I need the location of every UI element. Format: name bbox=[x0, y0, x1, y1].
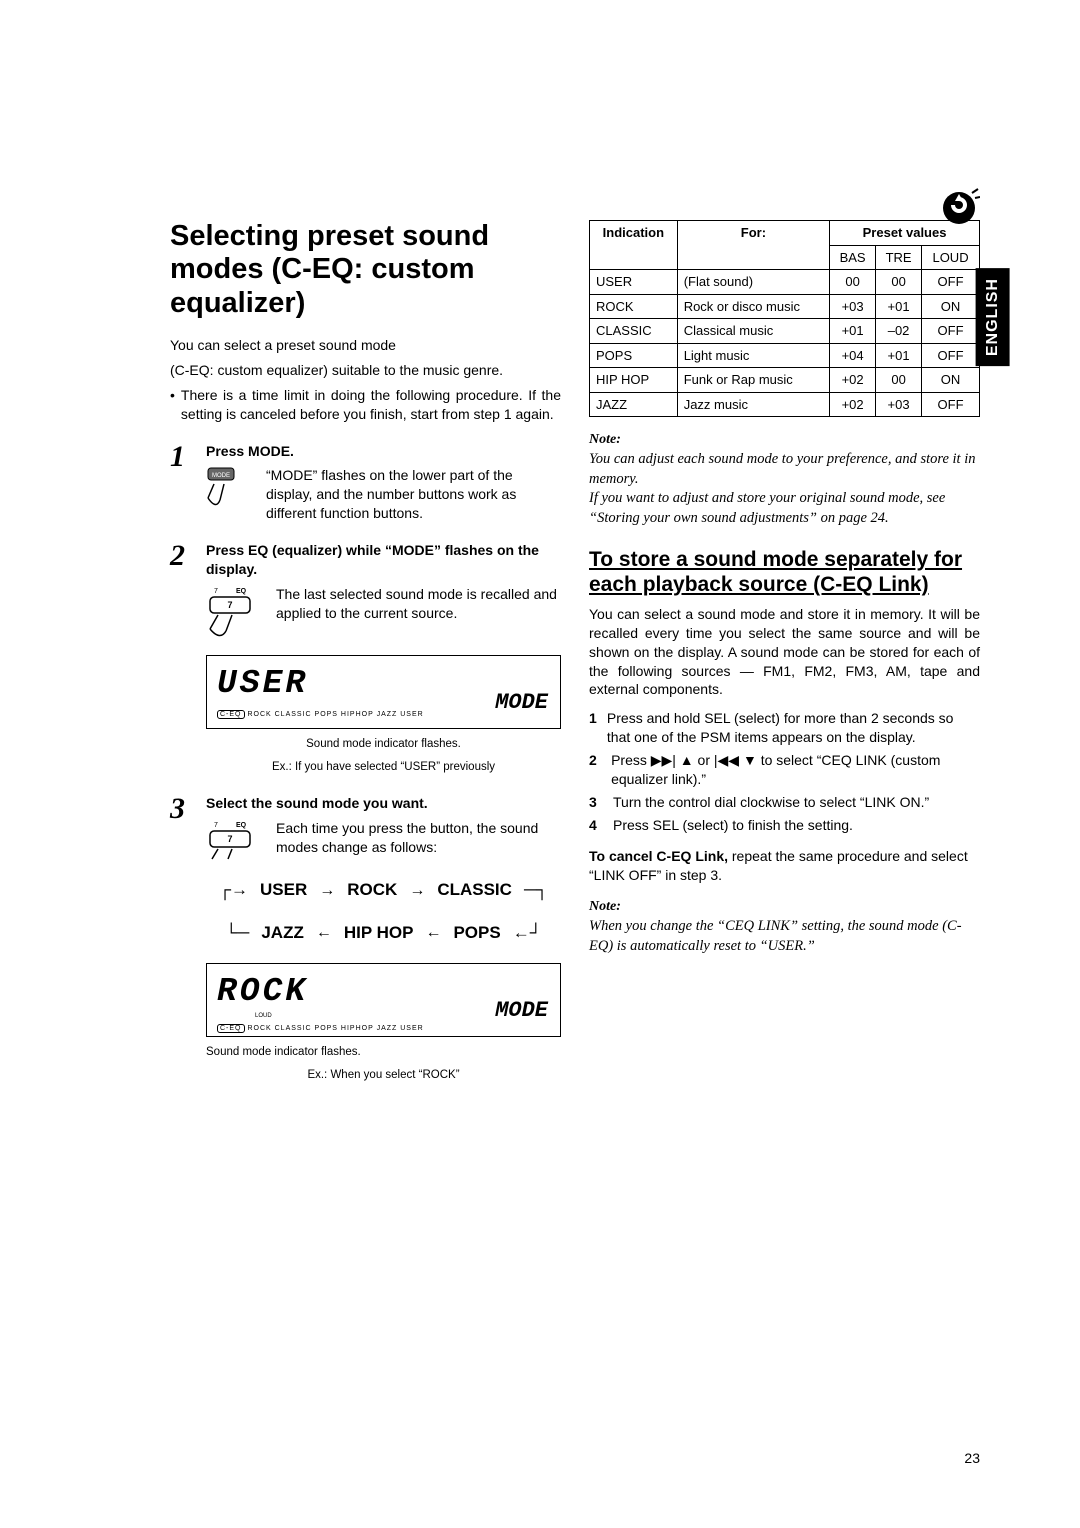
table-row: USER(Flat sound)0000OFF bbox=[590, 270, 980, 295]
step2-number: 2 bbox=[170, 541, 192, 776]
step3-body: Each time you press the button, the soun… bbox=[276, 819, 561, 857]
note1-line1: You can adjust each sound mode to your p… bbox=[589, 450, 980, 489]
ceq-link-steps: 1Press and hold SEL (select) for more th… bbox=[589, 709, 980, 834]
step2-body: The last selected sound mode is recalled… bbox=[276, 585, 561, 623]
table-row: JAZZJazz music+02+03OFF bbox=[590, 392, 980, 417]
eq-button-icon-2: 7 EQ 7 bbox=[206, 819, 262, 861]
mode-button-icon: MODE bbox=[206, 466, 252, 516]
step1-number: 1 bbox=[170, 442, 192, 524]
svg-text:7: 7 bbox=[214, 588, 218, 595]
step3-title: Select the sound mode you want. bbox=[206, 794, 561, 813]
svg-text:7: 7 bbox=[214, 822, 218, 829]
mode-flow-diagram: ┌→ USER→ ROCK→ CLASSIC─┐ └─ JAZZ← HIP HO… bbox=[206, 879, 561, 945]
svg-text:7: 7 bbox=[227, 600, 232, 610]
svg-text:7: 7 bbox=[227, 834, 232, 844]
note1-heading: Note: bbox=[589, 431, 980, 450]
ceq-link-heading: To store a sound mode separately for eac… bbox=[589, 547, 980, 597]
step3-number: 3 bbox=[170, 794, 192, 1084]
lcd-display-user: USER C-EQ ROCK CLASSIC POPS HIPHOP JAZZ … bbox=[206, 655, 561, 729]
step1-title: Press MODE. bbox=[206, 442, 561, 461]
lcd2-caption2: Ex.: When you select “ROCK” bbox=[206, 1068, 561, 1084]
language-tab: ENGLISH bbox=[976, 268, 1010, 366]
intro-line1: You can select a preset sound mode bbox=[170, 336, 561, 355]
lcd-display-rock: ROCK LOUD C-EQ ROCK CLASSIC POPS HIPHOP … bbox=[206, 963, 561, 1037]
cancel-ceq-link: To cancel C-EQ Link, repeat the same pro… bbox=[589, 847, 980, 885]
step1-body: “MODE” flashes on the lower part of the … bbox=[266, 466, 561, 523]
ceq-link-body: You can select a sound mode and store it… bbox=[589, 605, 980, 699]
sound-adjust-icon bbox=[938, 185, 980, 227]
table-row: POPSLight music+04+01OFF bbox=[590, 343, 980, 368]
lcd1-caption2: Ex.: If you have selected “USER” previou… bbox=[206, 760, 561, 776]
step2-title: Press EQ (equalizer) while “MODE” flashe… bbox=[206, 541, 561, 579]
main-title: Selecting preset sound modes (C-EQ: cust… bbox=[170, 220, 561, 320]
note1-line2: If you want to adjust and store your ori… bbox=[589, 489, 980, 528]
note2-heading: Note: bbox=[589, 898, 980, 917]
preset-values-table: Indication For: Preset values BAS TRE LO… bbox=[589, 220, 980, 417]
note2-body: When you change the “CEQ LINK” setting, … bbox=[589, 917, 980, 956]
lcd2-caption1: Sound mode indicator flashes. bbox=[206, 1045, 561, 1061]
svg-text:EQ: EQ bbox=[236, 822, 247, 829]
table-row: HIP HOPFunk or Rap music+0200ON bbox=[590, 368, 980, 393]
page-number: 23 bbox=[964, 1449, 980, 1468]
lcd1-caption1: Sound mode indicator flashes. bbox=[206, 737, 561, 753]
eq-button-icon: 7 EQ 7 bbox=[206, 585, 262, 641]
table-row: ROCKRock or disco music+03+01ON bbox=[590, 294, 980, 319]
intro-line2: (C-EQ: custom equalizer) suitable to the… bbox=[170, 361, 561, 380]
time-limit-note: There is a time limit in doing the follo… bbox=[181, 386, 561, 424]
svg-text:EQ: EQ bbox=[236, 588, 247, 595]
svg-text:MODE: MODE bbox=[212, 473, 230, 479]
table-row: CLASSICClassical music+01–02OFF bbox=[590, 319, 980, 344]
